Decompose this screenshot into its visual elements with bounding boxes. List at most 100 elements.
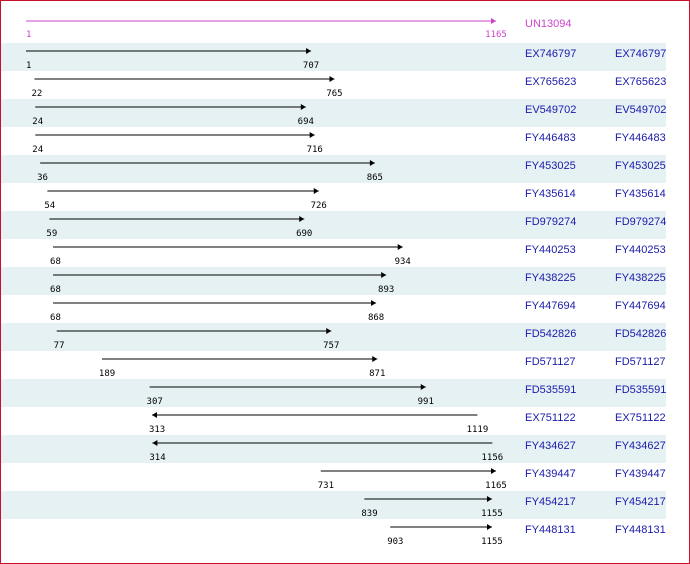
alignment-arrow-head: [397, 244, 403, 250]
reference-id[interactable]: UN13094: [525, 18, 571, 30]
alignment-end-label: 1165: [485, 481, 507, 491]
alignment-start-label: 839: [361, 509, 377, 519]
accession-link-secondary[interactable]: FY448131: [615, 524, 666, 536]
alignment-end-label: 1155: [481, 537, 503, 547]
alignment-end-label: 757: [323, 341, 339, 351]
accession-link-secondary[interactable]: FY447694: [615, 300, 666, 312]
accession-link[interactable]: FY446483: [525, 132, 576, 144]
accession-link[interactable]: FY453025: [525, 160, 576, 172]
alignment-arrow-head: [491, 468, 496, 474]
accession-link-secondary[interactable]: EX751122: [615, 412, 666, 424]
row-band: [1, 43, 666, 71]
accession-link-secondary[interactable]: FD542826: [615, 328, 666, 340]
accession-link[interactable]: FY447694: [525, 300, 576, 312]
alignment-start-label: 314: [149, 453, 165, 463]
accession-link-secondary[interactable]: FD535591: [615, 384, 666, 396]
accession-link[interactable]: FD979274: [525, 216, 576, 228]
alignment-arrow-head: [381, 272, 387, 278]
alignment-end-label: 765: [326, 89, 342, 99]
accession-link-secondary[interactable]: FY454217: [615, 496, 666, 508]
accession-link-secondary[interactable]: FY439447: [615, 468, 666, 480]
alignment-end-label: 694: [298, 117, 314, 127]
accession-link[interactable]: EX751122: [525, 412, 576, 424]
alignment-arrow-head: [152, 440, 158, 446]
reference-start-label: 1: [26, 30, 31, 40]
accession-link-secondary[interactable]: FY440253: [615, 244, 666, 256]
alignment-end-label: 1156: [482, 453, 504, 463]
accession-link-secondary[interactable]: EV549702: [615, 104, 666, 116]
alignment-arrow-head: [313, 188, 319, 194]
alignment-arrow-head: [299, 216, 305, 222]
row-band: [1, 267, 666, 295]
row-band: [1, 99, 666, 127]
row-band: [1, 323, 666, 351]
accession-link-secondary[interactable]: EX765623: [615, 76, 666, 88]
alignment-arrow-head: [309, 132, 315, 138]
alignment-start-label: 68: [50, 285, 61, 295]
alignment-start-label: 24: [32, 117, 43, 127]
accession-link[interactable]: EX765623: [525, 76, 576, 88]
alignment-arrow-head: [371, 300, 377, 306]
alignment-start-label: 77: [54, 341, 65, 351]
alignment-start-label: 1: [26, 61, 31, 71]
alignment-start-label: 307: [147, 397, 163, 407]
alignment-arrow-head: [486, 524, 492, 530]
alignment-end-label: 707: [303, 61, 319, 71]
alignment-end-label: 934: [395, 257, 411, 267]
alignment-end-label: 991: [418, 397, 434, 407]
alignment-end-label: 871: [369, 369, 385, 379]
alignment-end-label: 716: [307, 145, 323, 155]
accession-link[interactable]: FY440253: [525, 244, 576, 256]
accession-link[interactable]: FD535591: [525, 384, 576, 396]
alignment-start-label: 59: [46, 229, 57, 239]
accession-link[interactable]: FY438225: [525, 272, 576, 284]
accession-link-secondary[interactable]: FY446483: [615, 132, 666, 144]
alignment-end-label: 865: [367, 173, 383, 183]
accession-link[interactable]: FY439447: [525, 468, 576, 480]
accession-link[interactable]: EV549702: [525, 104, 576, 116]
accession-link-secondary[interactable]: FY453025: [615, 160, 666, 172]
alignment-arrow-head: [486, 496, 492, 502]
accession-link[interactable]: FY434627: [525, 440, 576, 452]
alignment-start-label: 189: [99, 369, 115, 379]
reference-end-label: 1165: [485, 30, 507, 40]
alignment-start-label: 22: [31, 89, 42, 99]
alignment-end-label: 690: [296, 229, 312, 239]
accession-link[interactable]: FY448131: [525, 524, 576, 536]
alignment-start-label: 68: [50, 313, 61, 323]
alignment-start-label: 36: [37, 173, 48, 183]
row-band: [1, 379, 666, 407]
alignment-start-label: 24: [32, 145, 43, 155]
alignment-start-label: 313: [149, 425, 165, 435]
alignment-end-label: 1119: [467, 425, 489, 435]
alignment-start-label: 731: [318, 481, 334, 491]
alignment-arrow-head: [326, 328, 332, 334]
alignment-start-label: 903: [387, 537, 403, 547]
accession-link-secondary[interactable]: FD979274: [615, 216, 666, 228]
accession-link-secondary[interactable]: FY434627: [615, 440, 666, 452]
accession-link[interactable]: FY454217: [525, 496, 576, 508]
accession-link-secondary[interactable]: FD571127: [615, 356, 666, 368]
row-band: [1, 435, 666, 463]
row-band: [1, 155, 666, 183]
row-band: [1, 211, 666, 239]
accession-link[interactable]: FD542826: [525, 328, 576, 340]
alignment-start-label: 68: [50, 257, 61, 267]
accession-link-secondary[interactable]: FY438225: [615, 272, 666, 284]
alignment-end-label: 893: [378, 285, 394, 295]
alignment-arrow-head: [369, 160, 375, 166]
accession-link[interactable]: EX746797: [525, 48, 576, 60]
accession-link-secondary[interactable]: FY435614: [615, 188, 666, 200]
alignment-arrow-head: [306, 48, 312, 54]
alignment-arrow-head: [420, 384, 426, 390]
alignment-end-label: 1155: [481, 509, 503, 519]
alignment-start-label: 54: [44, 201, 55, 211]
alignment-arrow-head: [151, 412, 157, 418]
alignment-arrow-head: [300, 104, 306, 110]
accession-link[interactable]: FY435614: [525, 188, 576, 200]
alignment-end-label: 726: [311, 201, 327, 211]
accession-link-secondary[interactable]: EX746797: [615, 48, 666, 60]
accession-link[interactable]: FD571127: [525, 356, 576, 368]
